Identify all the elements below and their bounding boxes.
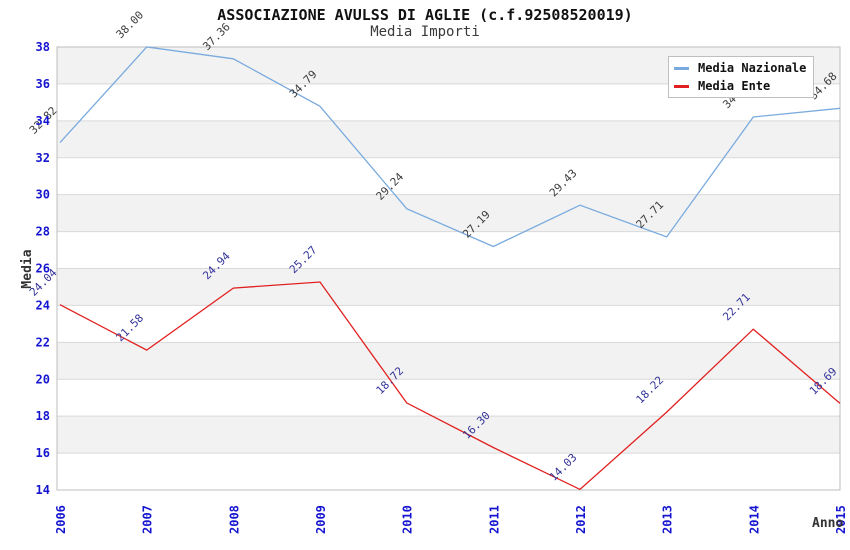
chart-subtitle: Media Importi xyxy=(370,24,480,40)
plot-band xyxy=(57,453,840,490)
y-tick-label: 36 xyxy=(36,77,50,91)
x-tick-label: 2006 xyxy=(54,505,68,534)
legend-line-swatch-blue xyxy=(674,66,689,70)
y-tick-label: 32 xyxy=(36,151,50,165)
x-tick-label: 2014 xyxy=(747,505,761,534)
x-tick-label: 2011 xyxy=(487,505,501,534)
y-tick-label: 20 xyxy=(36,372,50,386)
y-tick-label: 16 xyxy=(36,446,50,460)
y-tick-label: 24 xyxy=(36,298,50,312)
x-tick-label: 2015 xyxy=(834,505,848,534)
plot-band xyxy=(57,416,840,454)
x-tick-label: 2010 xyxy=(401,505,415,534)
legend-item-media-ente: Media Ente xyxy=(674,79,813,93)
plot-band xyxy=(57,157,840,195)
y-tick-label: 22 xyxy=(36,335,50,349)
y-axis-title: Media xyxy=(20,249,35,288)
x-tick-label: 2008 xyxy=(227,505,241,534)
x-tick-label: 2009 xyxy=(314,505,328,534)
plot-border xyxy=(56,46,841,491)
y-tick-label: 30 xyxy=(36,188,50,202)
y-tick-label: 38 xyxy=(36,40,50,54)
x-tick-label: 2007 xyxy=(141,505,155,534)
legend-label-media-ente: Media Ente xyxy=(698,79,771,93)
legend-line-swatch-red xyxy=(674,84,689,88)
x-axis-title: Anno xyxy=(812,516,843,531)
series-line-nazionale xyxy=(59,46,841,248)
x-tick-label: 2012 xyxy=(574,505,588,534)
series-line-ente xyxy=(59,281,841,491)
plot-band xyxy=(57,379,840,417)
plot-band xyxy=(57,231,840,269)
plot-band xyxy=(57,342,840,380)
y-tick-label: 14 xyxy=(36,483,50,497)
plot-band xyxy=(57,194,840,232)
legend-label-media-nazionale: Media Nazionale xyxy=(698,61,807,75)
plot-band xyxy=(57,268,840,306)
legend: Media Nazionale Media Ente xyxy=(668,56,814,98)
plot-band xyxy=(57,305,840,343)
chart-title: ASSOCIAZIONE AVULSS DI AGLIE (c.f.925085… xyxy=(217,6,633,24)
y-tick-label: 34 xyxy=(36,114,50,128)
y-tick-label: 26 xyxy=(36,262,50,276)
legend-item-media-nazionale: Media Nazionale xyxy=(674,61,813,75)
y-tick-label: 18 xyxy=(36,409,50,423)
x-tick-label: 2013 xyxy=(661,505,675,534)
plot-band xyxy=(57,120,840,158)
y-tick-label: 28 xyxy=(36,225,50,239)
